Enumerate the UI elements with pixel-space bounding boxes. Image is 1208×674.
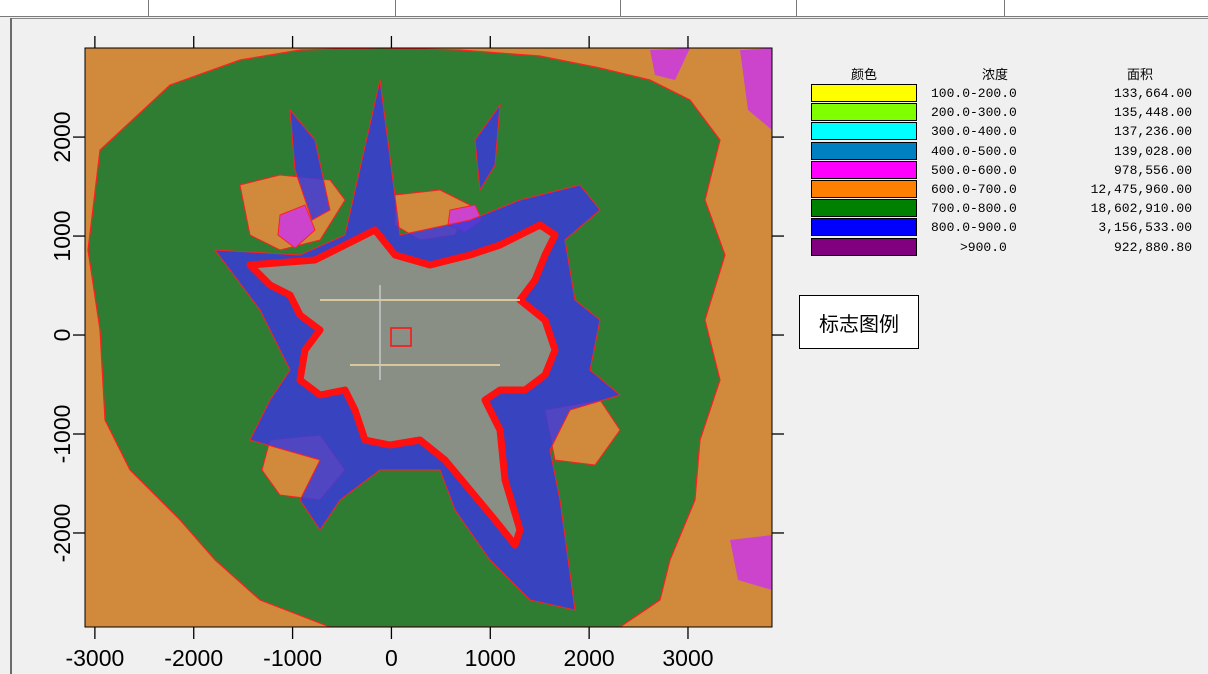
legend-area: 135,448.00 <box>1113 105 1192 121</box>
axis-ticks <box>73 36 784 639</box>
map-layers <box>85 48 772 627</box>
legend-row: 400.0-500.0 139,028.00 <box>800 141 1200 161</box>
legend-range: 300.0-400.0 <box>931 124 1017 140</box>
strip-divider <box>1004 0 1005 16</box>
frame-border-left <box>10 18 12 674</box>
legend-row: 200.0-300.0 135,448.00 <box>800 103 1200 122</box>
legend-swatch <box>811 141 917 160</box>
x-tick-label: 2000 <box>563 645 615 671</box>
frame-border-top <box>10 18 1208 19</box>
legend-row: 500.0-600.0 978,556.00 <box>800 160 1200 180</box>
y-tick-label: 1000 <box>49 210 75 262</box>
magenta-patch <box>650 48 690 80</box>
legend-row: 300.0-400.0 137,236.00 <box>800 122 1200 141</box>
magenta-patch <box>740 48 772 130</box>
legend-row: 100.0-200.0 133,664.00 <box>800 84 1200 103</box>
legend-row: 700.0-800.0 18,602,910.00 <box>800 199 1200 218</box>
strip-divider <box>395 0 396 16</box>
legend-area: 133,664.00 <box>1113 86 1192 101</box>
concentration-legend: 颜色 浓度 面积 100.0-200.0 133,664.00 200.0-300.… <box>800 64 1200 274</box>
legend-row: >900.0 922,880.80 <box>800 237 1200 257</box>
legend-swatch <box>811 160 917 179</box>
legend-range: 500.0-600.0 <box>931 162 1017 178</box>
legend-swatch <box>811 84 917 102</box>
legend-area: 12,475,960.00 <box>1090 182 1192 197</box>
legend-range: 700.0-800.0 <box>931 201 1017 217</box>
y-tick-label: 2000 <box>49 111 75 163</box>
legend-area: 978,556.00 <box>1113 162 1192 178</box>
legend-range: 800.0-900.0 <box>931 220 1017 236</box>
legend-swatch <box>811 199 917 218</box>
x-tick-label: 3000 <box>662 645 714 671</box>
legend-row: 600.0-700.0 12,475,960.00 <box>800 180 1200 199</box>
strip-divider <box>796 0 797 16</box>
legend-row: 800.0-900.0 3,156,533.00 <box>800 218 1200 237</box>
legend-range: >900.0 <box>960 239 1007 255</box>
legend-swatch <box>811 103 917 122</box>
legend-area: 922,880.80 <box>1113 239 1192 255</box>
legend-swatch <box>811 180 917 198</box>
plot-frame <box>84 47 773 628</box>
legend-area: 139,028.00 <box>1113 143 1192 159</box>
magenta-patch <box>277 204 316 249</box>
blue-spike <box>474 103 501 192</box>
legend-area: 18,602,910.00 <box>1090 201 1192 217</box>
x-tick-label: -3000 <box>65 645 125 671</box>
legend-swatch <box>811 237 917 256</box>
legend-header-area: 面积 <box>1126 68 1153 83</box>
x-tick-label: -2000 <box>164 645 224 671</box>
legend-range: 100.0-200.0 <box>931 86 1017 101</box>
legend-button[interactable]: 标志图例 <box>799 295 919 349</box>
magenta-patch <box>730 535 772 590</box>
y-tick-label: -1000 <box>49 404 75 464</box>
legend-header-color: 颜色 <box>850 68 877 83</box>
legend-range: 200.0-300.0 <box>931 105 1017 121</box>
urban-core <box>246 221 559 549</box>
x-tick-label: 0 <box>385 645 398 671</box>
legend-range: 400.0-500.0 <box>931 143 1017 159</box>
blue-spike <box>289 108 331 221</box>
source-marker <box>390 327 412 347</box>
y-tick-label: 0 <box>49 328 75 342</box>
strip-divider <box>148 0 149 16</box>
legend-header-concentration: 浓度 <box>981 68 1008 83</box>
top-strip <box>0 0 1208 17</box>
strip-divider <box>620 0 621 16</box>
legend-swatch <box>811 122 917 141</box>
legend-range: 600.0-700.0 <box>931 182 1017 197</box>
y-tick-label: -2000 <box>49 503 75 563</box>
x-tick-label: -1000 <box>263 645 322 671</box>
legend-area: 137,236.00 <box>1113 124 1192 140</box>
legend-area: 3,156,533.00 <box>1098 220 1192 236</box>
legend-swatch <box>811 218 917 237</box>
x-tick-label: 1000 <box>464 645 516 671</box>
